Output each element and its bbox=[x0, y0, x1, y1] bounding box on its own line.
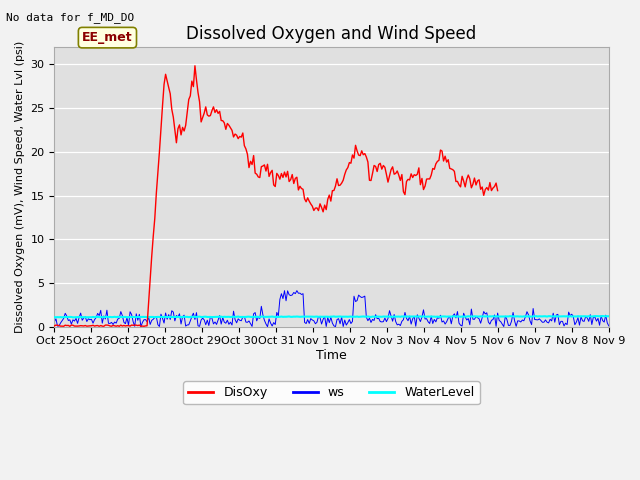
Title: Dissolved Oxygen and Wind Speed: Dissolved Oxygen and Wind Speed bbox=[186, 24, 477, 43]
X-axis label: Time: Time bbox=[316, 349, 347, 362]
Text: No data for f_MD_DO: No data for f_MD_DO bbox=[6, 12, 134, 23]
Legend: DisOxy, ws, WaterLevel: DisOxy, ws, WaterLevel bbox=[184, 382, 480, 405]
Y-axis label: Dissolved Oxygen (mV), Wind Speed, Water Lvl (psi): Dissolved Oxygen (mV), Wind Speed, Water… bbox=[15, 41, 25, 333]
Text: EE_met: EE_met bbox=[82, 31, 132, 44]
